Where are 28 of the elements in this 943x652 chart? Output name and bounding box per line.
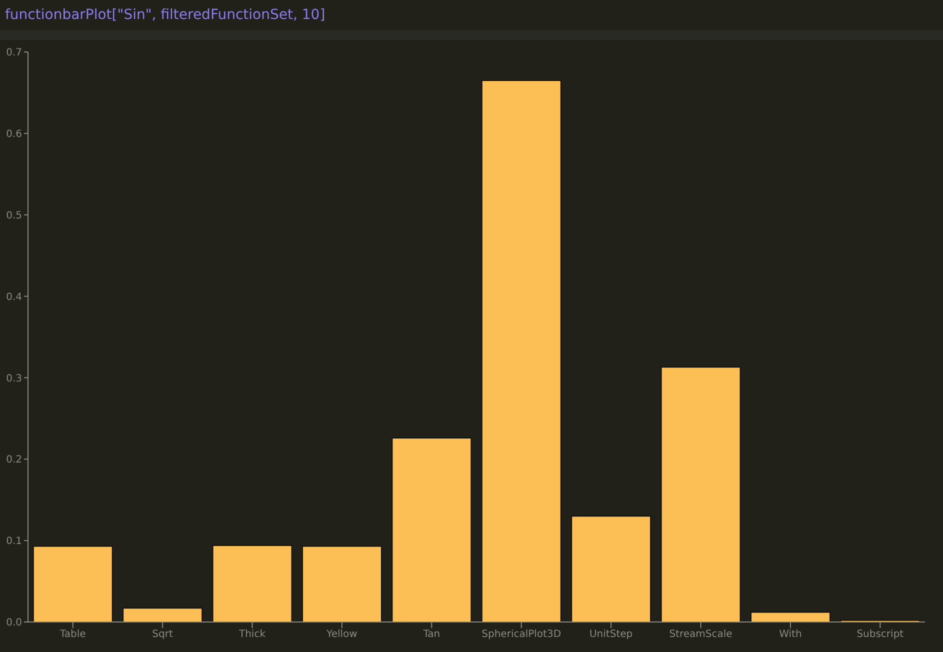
bar [212, 544, 292, 622]
y-tick-label: 0.2 [6, 454, 22, 466]
x-tick-label: With [779, 629, 802, 640]
bar [481, 80, 562, 622]
x-tick-label: Tan [422, 629, 440, 640]
x-tick-label: Yellow [326, 629, 358, 640]
y-tick-label: 0.4 [6, 292, 22, 303]
x-tick-label: Table [58, 629, 86, 640]
x-tick-label: Subscript [856, 629, 904, 640]
y-tick-label: 0.0 [6, 618, 22, 629]
bar [32, 546, 113, 622]
y-tick-label: 0.3 [6, 373, 22, 384]
bar [122, 608, 203, 622]
chart-title: functionbarPlot["Sin", filteredFunctionSet, 10] [4, 6, 326, 25]
y-tick-label: 0.7 [6, 48, 22, 59]
bar [392, 437, 472, 622]
bar [302, 546, 382, 622]
bar [571, 516, 652, 622]
bar [750, 612, 830, 622]
y-tick-label: 0.1 [6, 536, 22, 548]
x-tick-label: SphericalPlot3D [482, 629, 562, 640]
x-tick-label: StreamScale [669, 629, 732, 640]
y-tick-label: 0.5 [6, 210, 22, 222]
x-tick-label: UnitStep [589, 629, 633, 640]
x-tick-label: Sqrt [152, 629, 173, 640]
y-tick-label: 0.6 [6, 128, 22, 140]
x-tick-label: Thick [238, 629, 266, 640]
bar [660, 366, 741, 622]
